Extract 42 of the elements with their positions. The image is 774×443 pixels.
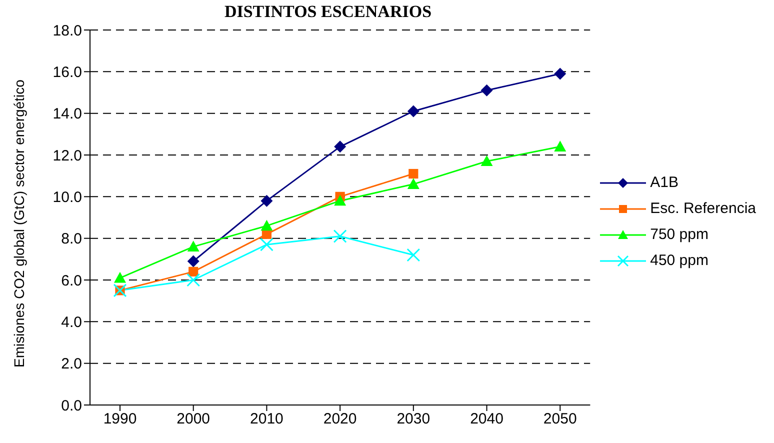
legend-label: Esc. Referencia (650, 200, 756, 217)
y-tick-label: 2.0 (61, 356, 82, 373)
point (334, 194, 346, 206)
point (334, 140, 346, 153)
chart-title: DISTINTOS ESCENARIOS (223, 2, 433, 22)
x-tick-label: 2020 (323, 410, 357, 428)
y-axis-title: Emisiones CO2 global (GtC) sector energético (10, 79, 27, 368)
x-tick-label: 2040 (470, 410, 504, 428)
x-tick-label: 2010 (250, 410, 284, 428)
point (187, 240, 200, 252)
point (260, 194, 273, 207)
point (187, 255, 200, 268)
point (333, 230, 347, 243)
y-tick-label: 4.0 (61, 314, 82, 331)
x-tick-label: 2000 (176, 410, 210, 428)
point (188, 266, 198, 276)
y-tick-label: 12.0 (52, 147, 82, 164)
point (554, 140, 566, 152)
point (480, 155, 493, 166)
y-tick-label: 8.0 (61, 230, 82, 248)
legend-label: 450 ppm (650, 252, 708, 269)
point (554, 68, 566, 80)
point (408, 168, 418, 179)
point (260, 220, 273, 231)
legend-label: A1B (650, 174, 678, 191)
point (407, 178, 420, 189)
point (114, 272, 126, 283)
y-tick-label: 0.0 (61, 397, 82, 414)
x-tick-label: 1990 (103, 410, 137, 428)
y-tick-label: 16.0 (52, 64, 82, 81)
point (260, 238, 274, 252)
point (406, 248, 420, 262)
y-tick-label: 6.0 (61, 272, 82, 290)
legend-label: 750 ppm (650, 226, 708, 243)
point (480, 84, 493, 96)
y-tick-label: 10.0 (52, 188, 82, 206)
x-tick-label: 2030 (396, 410, 430, 428)
y-tick-label: 18.0 (52, 22, 82, 40)
point (407, 105, 420, 118)
y-tick-label: 14.0 (52, 106, 82, 123)
x-tick-label: 2050 (543, 410, 577, 428)
point (186, 273, 200, 287)
